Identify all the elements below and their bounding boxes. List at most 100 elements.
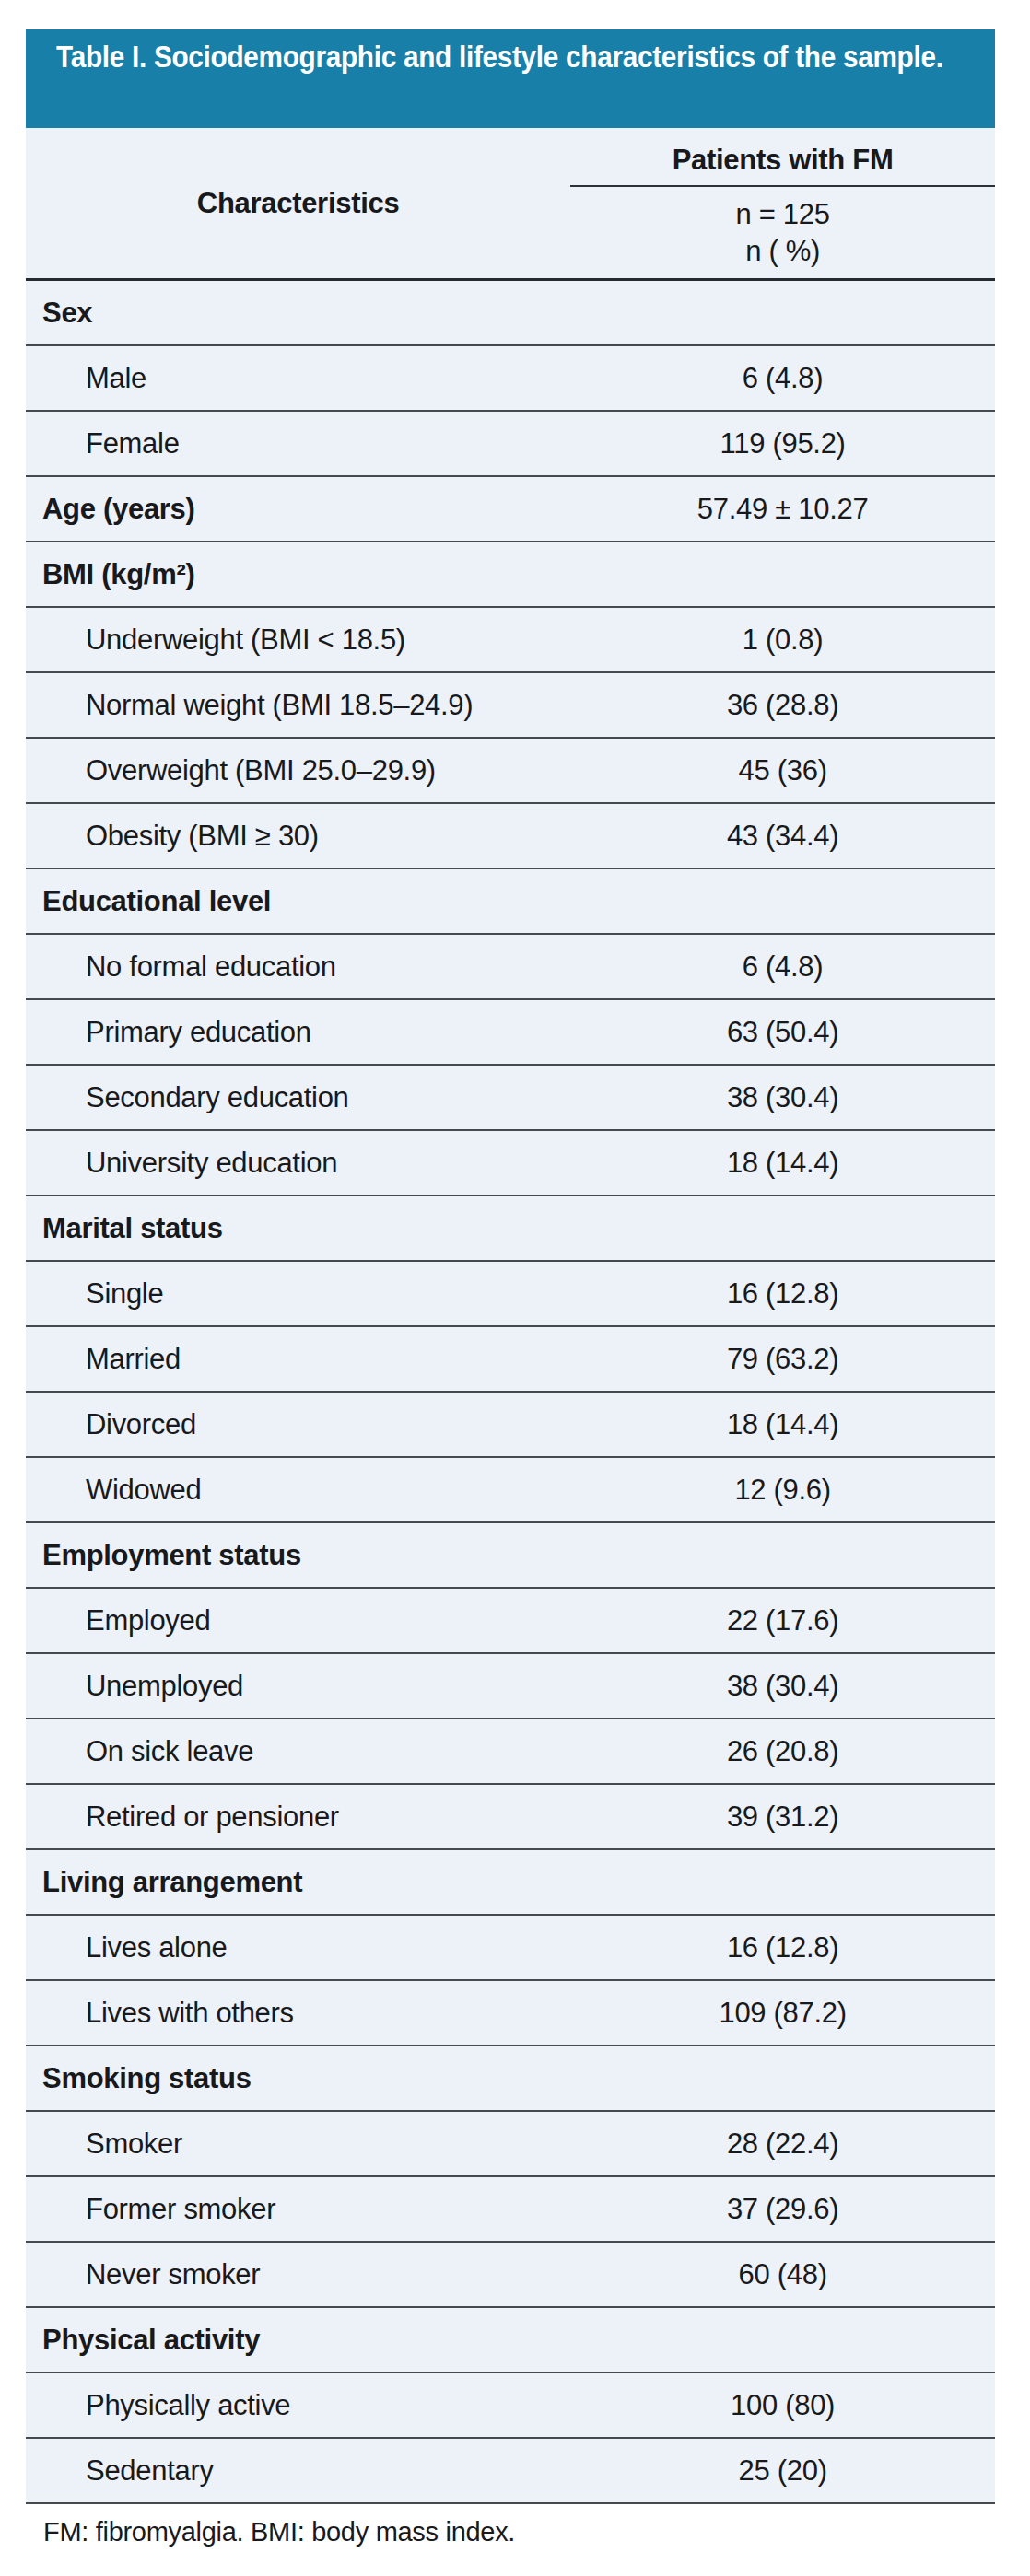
table-card: Table I. Sociodemographic and lifestyle … bbox=[26, 29, 995, 2504]
row-value: 1 (0.8) bbox=[570, 624, 995, 657]
row-label: Male bbox=[26, 362, 570, 395]
row-value: 109 (87.2) bbox=[570, 1997, 995, 2030]
table-row-item: Primary education63 (50.4) bbox=[26, 1000, 995, 1066]
row-value: 63 (50.4) bbox=[570, 1016, 995, 1049]
table-row-item: Single16 (12.8) bbox=[26, 1262, 995, 1327]
table-row-item: On sick leave26 (20.8) bbox=[26, 1719, 995, 1785]
row-label: Female bbox=[26, 427, 570, 460]
row-label: No formal education bbox=[26, 950, 570, 984]
footnote: FM: fibromyalgia. BMI: body mass index. bbox=[43, 2517, 515, 2547]
table-row-section: Employment status bbox=[26, 1523, 995, 1589]
row-label: Sedentary bbox=[26, 2454, 570, 2488]
table-row-section: Marital status bbox=[26, 1196, 995, 1262]
row-label: Smoking status bbox=[26, 2062, 570, 2095]
table-row-item: Smoker28 (22.4) bbox=[26, 2112, 995, 2177]
table-row-item: Married79 (63.2) bbox=[26, 1327, 995, 1393]
table-row-item: Unemployed38 (30.4) bbox=[26, 1654, 995, 1719]
row-label: Marital status bbox=[26, 1212, 570, 1245]
row-label: Age (years) bbox=[26, 493, 570, 526]
row-label: Single bbox=[26, 1277, 570, 1311]
row-label: On sick leave bbox=[26, 1735, 570, 1768]
col-subheader-n-total: n = 125 bbox=[570, 196, 995, 233]
table-row-item: Former smoker37 (29.6) bbox=[26, 2177, 995, 2243]
row-value: 43 (34.4) bbox=[570, 820, 995, 853]
row-value: 16 (12.8) bbox=[570, 1277, 995, 1311]
row-label: Retired or pensioner bbox=[26, 1801, 570, 1834]
row-label: Smoker bbox=[26, 2127, 570, 2161]
table-row-item: Normal weight (BMI 18.5–24.9)36 (28.8) bbox=[26, 673, 995, 739]
table-row-item: Never smoker60 (48) bbox=[26, 2243, 995, 2308]
row-value: 45 (36) bbox=[570, 754, 995, 787]
col-header-characteristics: Characteristics bbox=[26, 128, 570, 278]
table-row-item: Underweight (BMI < 18.5)1 (0.8) bbox=[26, 608, 995, 673]
table-title-bar: Table I. Sociodemographic and lifestyle … bbox=[26, 29, 995, 128]
table-row-section: Physical activity bbox=[26, 2308, 995, 2373]
row-label: Employment status bbox=[26, 1539, 570, 1572]
row-label: Employed bbox=[26, 1604, 570, 1638]
row-value: 36 (28.8) bbox=[570, 689, 995, 722]
row-value: 38 (30.4) bbox=[570, 1670, 995, 1703]
row-value: 60 (48) bbox=[570, 2258, 995, 2291]
table-title: Table I. Sociodemographic and lifestyle … bbox=[56, 36, 958, 78]
row-value: 22 (17.6) bbox=[570, 1604, 995, 1638]
row-value: 25 (20) bbox=[570, 2454, 995, 2488]
row-label: Primary education bbox=[26, 1016, 570, 1049]
table-row-item: Retired or pensioner39 (31.2) bbox=[26, 1785, 995, 1850]
row-label: Normal weight (BMI 18.5–24.9) bbox=[26, 689, 570, 722]
table-row-item: Lives with others109 (87.2) bbox=[26, 1981, 995, 2046]
row-label: Divorced bbox=[26, 1408, 570, 1441]
row-value: 18 (14.4) bbox=[570, 1408, 995, 1441]
row-label: Widowed bbox=[26, 1474, 570, 1507]
row-value: 28 (22.4) bbox=[570, 2127, 995, 2161]
page: Table I. Sociodemographic and lifestyle … bbox=[0, 0, 1030, 2576]
row-label: Sex bbox=[26, 297, 570, 330]
row-label: University education bbox=[26, 1147, 570, 1180]
table-row-item: Male6 (4.8) bbox=[26, 346, 995, 412]
table-row-section: Living arrangement bbox=[26, 1850, 995, 1916]
table-row-item: Divorced18 (14.4) bbox=[26, 1393, 995, 1458]
row-value: 6 (4.8) bbox=[570, 362, 995, 395]
table-row-section: BMI (kg/m²) bbox=[26, 542, 995, 608]
table-body: SexMale6 (4.8)Female119 (95.2)Age (years… bbox=[26, 281, 995, 2504]
table-row-section: Smoking status bbox=[26, 2046, 995, 2112]
table-row-item: Obesity (BMI ≥ 30)43 (34.4) bbox=[26, 804, 995, 869]
row-value: 79 (63.2) bbox=[570, 1343, 995, 1376]
table-row-item: Female119 (95.2) bbox=[26, 412, 995, 477]
table-row-item: Overweight (BMI 25.0–29.9)45 (36) bbox=[26, 739, 995, 804]
row-value: 39 (31.2) bbox=[570, 1801, 995, 1834]
row-value: 12 (9.6) bbox=[570, 1474, 995, 1507]
table-row-item: Widowed12 (9.6) bbox=[26, 1458, 995, 1523]
row-value: 57.49 ± 10.27 bbox=[570, 493, 995, 526]
row-label: Lives alone bbox=[26, 1931, 570, 1964]
row-label: Overweight (BMI 25.0–29.9) bbox=[26, 754, 570, 787]
row-label: Married bbox=[26, 1343, 570, 1376]
row-value: 18 (14.4) bbox=[570, 1147, 995, 1180]
col-header-patients-group: Patients with FM n = 125 n ( %) bbox=[570, 128, 995, 278]
row-label: Former smoker bbox=[26, 2193, 570, 2226]
row-label: Physically active bbox=[26, 2389, 570, 2422]
table-row-item: No formal education6 (4.8) bbox=[26, 935, 995, 1000]
row-value: 119 (95.2) bbox=[570, 427, 995, 460]
row-label: Secondary education bbox=[26, 1081, 570, 1114]
row-label: Never smoker bbox=[26, 2258, 570, 2291]
table-row-section: Sex bbox=[26, 281, 995, 346]
row-value: 100 (80) bbox=[570, 2389, 995, 2422]
row-value: 38 (30.4) bbox=[570, 1081, 995, 1114]
row-label: Physical activity bbox=[26, 2324, 570, 2357]
row-value: 26 (20.8) bbox=[570, 1735, 995, 1768]
table-row-metric: Age (years)57.49 ± 10.27 bbox=[26, 477, 995, 542]
row-label: Unemployed bbox=[26, 1670, 570, 1703]
table-row-item: Physically active100 (80) bbox=[26, 2373, 995, 2439]
col-header-patients-with-fm: Patients with FM bbox=[570, 128, 995, 187]
col-subheader-n-percent: n ( %) bbox=[570, 233, 995, 270]
row-label: Lives with others bbox=[26, 1997, 570, 2030]
table-row-item: Secondary education38 (30.4) bbox=[26, 1066, 995, 1131]
table-row-item: Employed22 (17.6) bbox=[26, 1589, 995, 1654]
table-row-section: Educational level bbox=[26, 869, 995, 935]
row-label: Obesity (BMI ≥ 30) bbox=[26, 820, 570, 853]
row-label: Living arrangement bbox=[26, 1866, 570, 1899]
row-label: Underweight (BMI < 18.5) bbox=[26, 624, 570, 657]
row-label: Educational level bbox=[26, 885, 570, 918]
table-row-item: Lives alone16 (12.8) bbox=[26, 1916, 995, 1981]
table-row-item: University education18 (14.4) bbox=[26, 1131, 995, 1196]
